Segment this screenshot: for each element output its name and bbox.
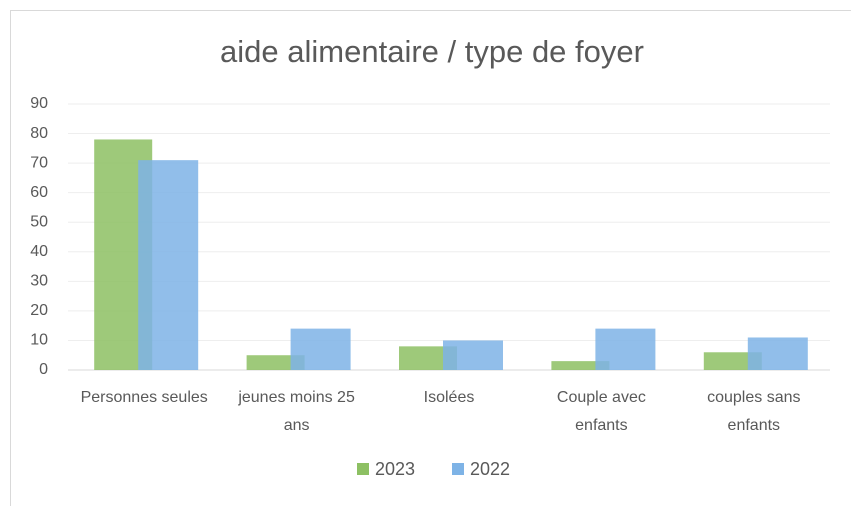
y-tick-label: 0	[39, 361, 48, 378]
x-tick-label: couples sans enfants	[707, 389, 801, 434]
bar	[443, 340, 503, 370]
y-tick-label: 80	[30, 125, 48, 142]
y-tick-label: 50	[30, 213, 48, 230]
x-tick-label: Personnes seules	[80, 389, 208, 406]
legend-label: 2023	[375, 459, 415, 479]
legend-swatch	[452, 463, 464, 475]
bar	[703, 352, 762, 370]
y-tick-label: 90	[30, 95, 48, 112]
y-tick-label: 40	[30, 243, 48, 260]
chart-title: aide alimentaire / type de foyer	[220, 34, 644, 69]
bar	[290, 328, 351, 370]
chart-frame	[10, 10, 851, 506]
y-tick-label: 30	[30, 273, 48, 290]
y-tick-label: 60	[30, 184, 48, 201]
bar	[246, 355, 305, 370]
bar	[747, 337, 808, 370]
bar	[138, 160, 199, 370]
y-tick-label: 20	[30, 302, 48, 319]
y-tick-label: 70	[30, 154, 48, 171]
x-tick-label: jeunes moins 25 ans	[238, 389, 355, 434]
bar	[399, 346, 457, 370]
x-tick-label: Couple avec enfants	[556, 389, 646, 434]
bar	[595, 328, 656, 370]
legend-label: 2022	[470, 459, 510, 479]
x-tick-label: Isolées	[423, 389, 475, 406]
y-tick-label: 10	[30, 332, 48, 349]
bar	[551, 361, 610, 370]
legend-swatch	[357, 463, 369, 475]
